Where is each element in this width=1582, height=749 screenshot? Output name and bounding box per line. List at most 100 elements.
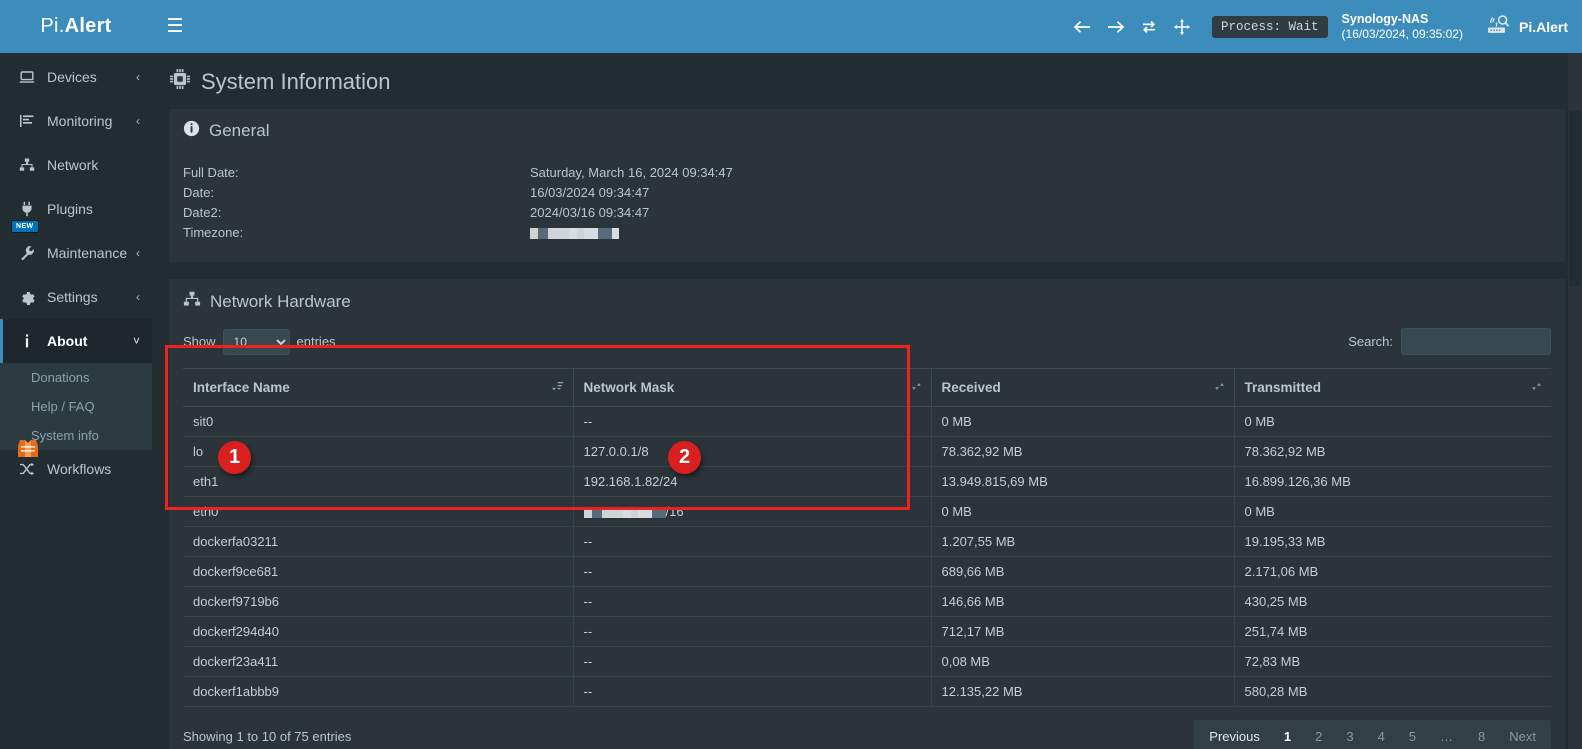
page-title: System Information — [152, 53, 1582, 109]
arrow-right-icon[interactable] — [1099, 0, 1132, 53]
cell-interface-name: dockerf9719b6 — [183, 586, 573, 617]
cell-received: 712,17 MB — [930, 616, 1234, 647]
wrench-icon — [19, 245, 40, 261]
topbar: ☰ — [152, 0, 1582, 53]
pagination-page-1[interactable]: 1 — [1283, 729, 1292, 744]
table-row[interactable]: dockerf23a411 -- 0,08 MB 72,83 MB — [183, 646, 1551, 677]
pagination-page-3[interactable]: 3 — [1346, 729, 1354, 744]
pagination-next[interactable]: Next — [1509, 729, 1536, 744]
pagination-page-8[interactable]: 8 — [1478, 729, 1486, 744]
chevron-left-icon: ‹ — [136, 114, 140, 128]
column-label: Received — [941, 380, 1001, 395]
table-row[interactable]: dockerf9719b6 -- 146,66 MB 430,25 MB — [183, 586, 1551, 617]
sidebar-item-devices[interactable]: Devices ‹ — [0, 55, 152, 99]
column-label: Transmitted — [1244, 380, 1322, 395]
cell-transmitted: 0 MB — [1233, 496, 1551, 527]
sidebar-subitem-help-faq[interactable]: Help / FAQ — [31, 399, 95, 414]
table-row[interactable]: sit0 -- 0 MB 0 MB — [183, 406, 1551, 437]
page-length-control: Show 102550100 entries — [183, 328, 336, 355]
pagination-page-2[interactable]: 2 — [1315, 729, 1323, 744]
cell-interface-name: dockerf1abbb9 — [183, 676, 573, 707]
shuffle-icon — [19, 461, 40, 477]
sidebar-subitem-donations[interactable]: Donations — [31, 370, 90, 385]
arrows-move-icon[interactable] — [1165, 0, 1198, 53]
hamburger-menu-icon[interactable]: ☰ — [166, 16, 184, 37]
general-row-key: Date: — [183, 185, 215, 200]
refresh-icon[interactable] — [1132, 0, 1165, 53]
sidebar-item-label: Monitoring — [47, 113, 113, 129]
general-row-key: Timezone: — [183, 225, 244, 240]
table-row[interactable]: eth1 192.168.1.82/24 13.949.815,69 MB 16.89… — [183, 466, 1551, 497]
chevron-left-icon: ‹ — [136, 290, 140, 304]
host-info: Synology-NAS (16/03/2024, 09:35:02) — [1342, 12, 1463, 42]
column-header-network-mask[interactable]: Network Mask — [572, 368, 931, 407]
page-scrollbar[interactable] — [1568, 53, 1582, 749]
sidebar-item-maintenance[interactable]: NEW Maintenance ‹ — [0, 220, 152, 275]
cell-network-mask: -- — [572, 526, 931, 557]
table-row[interactable]: eth0/16 0 MB 0 MB — [183, 496, 1551, 527]
scrollbar-thumb[interactable] — [1569, 111, 1581, 286]
sidebar-item-plugins[interactable]: Plugins — [0, 187, 152, 231]
sidebar-item-network[interactable]: Network — [0, 143, 152, 187]
redacted-value — [530, 228, 619, 240]
cell-network-mask: -- — [572, 616, 931, 647]
general-panel-title: General — [209, 121, 270, 140]
cell-received: 146,66 MB — [930, 586, 1234, 617]
cell-network-mask: -- — [572, 586, 931, 617]
general-row-value-redacted — [530, 223, 1551, 243]
sidebar-item-about[interactable]: About ˅ — [0, 319, 152, 363]
table-row[interactable]: dockerf9ce681 -- 689,66 MB 2.171,06 MB — [183, 556, 1551, 587]
page-title-text: System Information — [201, 69, 391, 94]
sort-asc-icon — [551, 380, 564, 396]
cell-network-mask: -- — [572, 556, 931, 587]
cell-interface-name: sit0 — [183, 406, 573, 437]
table-header-row: Interface Name — [183, 368, 1551, 407]
general-row-value: Saturday, March 16, 2024 09:34:47 — [530, 165, 733, 180]
sidebar-item-label: Maintenance — [47, 245, 128, 261]
brand-logo[interactable]: Pi. Alert — [0, 0, 152, 53]
sidebar-subitem-system-info[interactable]: System info — [31, 428, 99, 443]
sidebar-item-monitoring[interactable]: Monitoring ‹ — [0, 99, 152, 143]
pagination-page-5[interactable]: 5 — [1408, 729, 1417, 744]
sidebar-item-workflows[interactable]: Workflows — [0, 440, 152, 488]
cell-interface-name: dockerf23a411 — [183, 646, 573, 677]
cell-interface-name: dockerfa03211 — [183, 526, 573, 557]
cell-transmitted: 0 MB — [1233, 406, 1551, 437]
column-label: Interface Name — [193, 380, 290, 395]
column-header-transmitted[interactable]: Transmitted — [1233, 368, 1551, 407]
pialert-link-label: Pi.Alert — [1518, 18, 1568, 35]
pagination-page-4[interactable]: 4 — [1377, 729, 1385, 744]
cell-network-mask: 127.0.0.1/8 — [572, 436, 931, 467]
table-row[interactable]: lo 127.0.0.1/8 78.362,92 MB 78.362,92 MB — [183, 436, 1551, 467]
table-row[interactable]: dockerf294d40 -- 712,17 MB 251,74 MB — [183, 616, 1551, 647]
general-row-key: Full Date: — [183, 165, 239, 180]
annotation-badge-2: 2 — [668, 441, 701, 474]
pagination-previous[interactable]: Previous — [1209, 729, 1260, 744]
sidebar-item-settings[interactable]: Settings ‹ — [0, 275, 152, 319]
search-input[interactable] — [1401, 328, 1551, 355]
process-status-badge[interactable]: Process: Wait — [1212, 15, 1328, 38]
host-date: (16/03/2024, 09:35:02) — [1341, 26, 1463, 41]
column-header-received[interactable]: Received — [930, 368, 1234, 407]
cell-interface-name: eth0 — [183, 496, 573, 527]
cell-transmitted: 251,74 MB — [1233, 616, 1551, 647]
pialert-user-link[interactable]: Pi.Alert — [1485, 14, 1568, 39]
cell-network-mask: 192.168.1.82/24 — [572, 466, 931, 497]
pagination-ellipsis[interactable]: … — [1440, 729, 1455, 744]
page-length-select[interactable]: 102550100 — [222, 328, 290, 355]
arrow-left-icon[interactable] — [1066, 0, 1099, 53]
table-row[interactable]: dockerf1abbb9 -- 12.135,22 MB 580,28 MB — [183, 676, 1551, 707]
network-hardware-panel-header: Network Hardware — [169, 279, 1565, 323]
cell-transmitted: 19.195,33 MB — [1233, 526, 1551, 557]
cell-transmitted: 78.362,92 MB — [1233, 436, 1551, 467]
cell-received: 0 MB — [930, 406, 1234, 437]
general-panel: General Full Date: Saturday, March 16, 2… — [169, 109, 1565, 262]
chevron-left-icon: ‹ — [136, 246, 140, 260]
table-row[interactable]: dockerfa03211 -- 1.207,55 MB 19.195,33 MB — [183, 526, 1551, 557]
column-header-interface-name[interactable]: Interface Name — [183, 368, 573, 407]
new-badge: NEW — [11, 220, 39, 233]
chevron-left-icon: ‹ — [136, 70, 140, 84]
cell-transmitted: 16.899.126,36 MB — [1233, 466, 1551, 497]
show-label: Show — [183, 334, 216, 349]
general-row: Timezone: — [183, 223, 1551, 243]
